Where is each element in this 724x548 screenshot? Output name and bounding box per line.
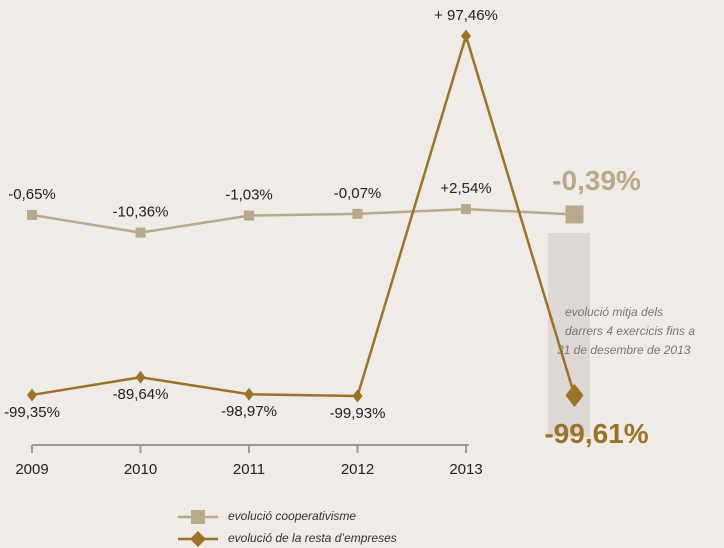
value-label: -0,65% xyxy=(8,186,56,203)
value-label: -0,07% xyxy=(334,185,382,202)
value-label: -0,39% xyxy=(552,165,641,196)
value-label: -89,64% xyxy=(113,386,169,403)
legend-marker xyxy=(190,531,206,547)
value-label: -99,61% xyxy=(544,418,648,449)
point xyxy=(135,370,146,384)
point xyxy=(352,389,363,403)
value-label: -98,97% xyxy=(221,403,277,420)
value-label: -10,36% xyxy=(113,204,169,221)
point xyxy=(352,208,363,219)
annotation: 31 de desembre de 2013 xyxy=(557,343,691,357)
point xyxy=(244,210,254,221)
series-line xyxy=(31,207,575,234)
annotation: evolució mitja dels xyxy=(565,305,663,319)
point xyxy=(461,29,471,43)
value-label: + 97,46% xyxy=(434,7,498,24)
point xyxy=(135,227,146,238)
point xyxy=(27,209,37,220)
point xyxy=(565,205,584,224)
point xyxy=(244,387,254,401)
legend-label: evolució de la resta d’empreses xyxy=(228,531,397,545)
point xyxy=(461,204,471,215)
x-tick-label: 2009 xyxy=(15,461,48,478)
value-label: -99,35% xyxy=(4,404,60,421)
x-tick-label: 2010 xyxy=(124,461,157,478)
value-label: -99,93% xyxy=(330,405,386,422)
point xyxy=(27,388,37,402)
legend-marker xyxy=(191,510,205,524)
x-tick-label: 2011 xyxy=(233,461,265,478)
x-tick-label: 2012 xyxy=(341,461,374,478)
series-line xyxy=(31,31,576,398)
annotation: darrers 4 exercicis fins a xyxy=(565,324,695,338)
value-label: +2,54% xyxy=(440,180,491,197)
x-tick-label: 2013 xyxy=(449,461,482,478)
value-label: -1,03% xyxy=(225,187,273,204)
legend-label: evolució cooperativisme xyxy=(228,509,356,523)
point xyxy=(565,383,584,408)
